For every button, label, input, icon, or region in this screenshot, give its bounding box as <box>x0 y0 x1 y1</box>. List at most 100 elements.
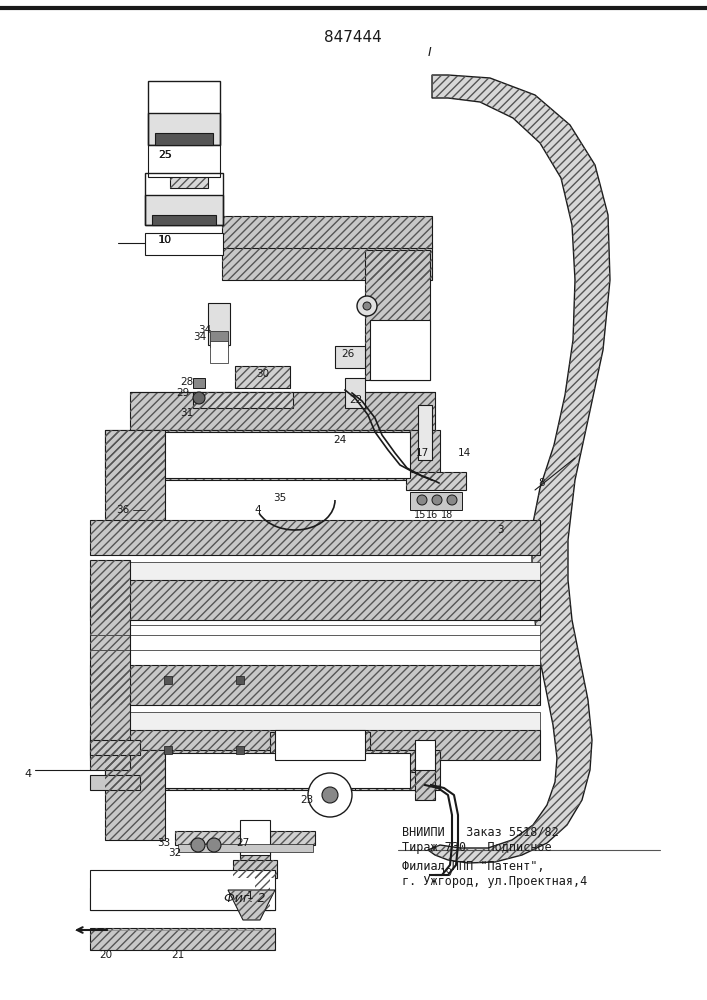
Bar <box>90 580 540 620</box>
Bar <box>178 844 313 852</box>
Bar <box>90 560 130 770</box>
Bar <box>90 580 540 620</box>
Text: 21: 21 <box>171 950 185 960</box>
Text: 10: 10 <box>158 235 172 245</box>
Bar <box>145 233 223 255</box>
Bar <box>105 430 440 480</box>
Circle shape <box>417 495 427 505</box>
Bar <box>165 753 410 788</box>
Bar <box>148 81 220 145</box>
Bar <box>130 392 435 430</box>
Bar <box>240 830 270 890</box>
Text: 8: 8 <box>539 478 545 488</box>
Bar <box>208 303 230 345</box>
Bar <box>235 366 290 388</box>
Bar <box>90 928 275 950</box>
Circle shape <box>322 787 338 803</box>
Text: 18: 18 <box>441 510 453 520</box>
Circle shape <box>432 495 442 505</box>
Bar <box>233 860 277 878</box>
Text: 22: 22 <box>349 395 363 405</box>
Bar <box>90 520 540 555</box>
Text: 28: 28 <box>180 377 194 387</box>
Bar <box>355 772 425 790</box>
Bar <box>105 750 440 790</box>
Bar <box>105 430 165 530</box>
Text: 35: 35 <box>274 493 286 503</box>
Bar <box>175 831 315 845</box>
Bar <box>130 392 435 430</box>
Bar <box>90 740 140 755</box>
Text: 31: 31 <box>180 408 194 418</box>
Bar <box>233 860 277 878</box>
Bar <box>105 750 440 790</box>
Bar <box>90 560 130 770</box>
Polygon shape <box>228 890 275 920</box>
Bar <box>335 346 365 368</box>
Text: 34: 34 <box>194 332 206 342</box>
Bar <box>105 750 165 840</box>
Bar <box>105 430 165 530</box>
Text: 33: 33 <box>158 838 170 848</box>
Text: Филиал ППП "Патент",: Филиал ППП "Патент", <box>402 859 544 872</box>
Bar <box>418 405 432 460</box>
Bar <box>105 750 165 840</box>
Bar <box>90 870 275 910</box>
Bar <box>415 740 435 770</box>
Text: 4: 4 <box>255 505 262 515</box>
Bar <box>235 366 290 388</box>
Text: 24: 24 <box>334 435 346 445</box>
Bar <box>210 331 228 347</box>
Bar <box>164 746 172 754</box>
Bar <box>193 392 293 408</box>
Bar <box>355 750 425 770</box>
Text: г. Ужгород, ул.Проектная,4: г. Ужгород, ул.Проектная,4 <box>402 876 588 888</box>
Bar <box>406 472 466 490</box>
Bar <box>90 888 275 910</box>
Bar <box>90 888 275 910</box>
Polygon shape <box>428 75 610 863</box>
Text: 17: 17 <box>416 448 428 458</box>
Bar <box>155 133 213 145</box>
Bar <box>145 173 223 225</box>
Bar <box>90 520 540 555</box>
Bar <box>222 216 432 248</box>
Text: 20: 20 <box>100 950 112 960</box>
Text: Тираж 730   Подписное: Тираж 730 Подписное <box>402 842 551 854</box>
Circle shape <box>363 302 371 310</box>
Text: 4: 4 <box>25 769 32 779</box>
Bar <box>355 772 425 790</box>
Bar <box>415 755 435 800</box>
Text: 32: 32 <box>168 848 182 858</box>
Text: 34: 34 <box>199 325 211 335</box>
Text: ВНИИПИ   Заказ 5518/82: ВНИИПИ Заказ 5518/82 <box>402 826 559 838</box>
Bar <box>170 168 208 188</box>
Bar <box>90 665 540 705</box>
Bar <box>365 250 430 380</box>
Text: 847444: 847444 <box>324 30 382 45</box>
Bar <box>236 746 244 754</box>
Text: 14: 14 <box>457 448 471 458</box>
Bar <box>145 195 223 225</box>
Bar <box>345 378 365 408</box>
Text: I: I <box>428 45 432 58</box>
Circle shape <box>308 773 352 817</box>
Bar <box>236 676 244 684</box>
Bar <box>275 730 365 760</box>
Bar <box>175 831 315 845</box>
Bar <box>170 168 208 188</box>
Text: 10: 10 <box>158 235 172 245</box>
Bar <box>148 113 220 145</box>
Bar <box>270 732 370 770</box>
Text: 30: 30 <box>257 369 269 379</box>
Bar <box>105 430 440 480</box>
Text: Фиг. 2: Фиг. 2 <box>224 892 266 904</box>
Bar <box>255 870 270 910</box>
Bar <box>193 378 205 388</box>
Bar <box>90 775 140 790</box>
Bar <box>222 216 432 248</box>
Bar <box>355 750 425 770</box>
Text: 36: 36 <box>117 505 129 515</box>
Bar <box>365 250 430 380</box>
Text: 26: 26 <box>341 349 355 359</box>
